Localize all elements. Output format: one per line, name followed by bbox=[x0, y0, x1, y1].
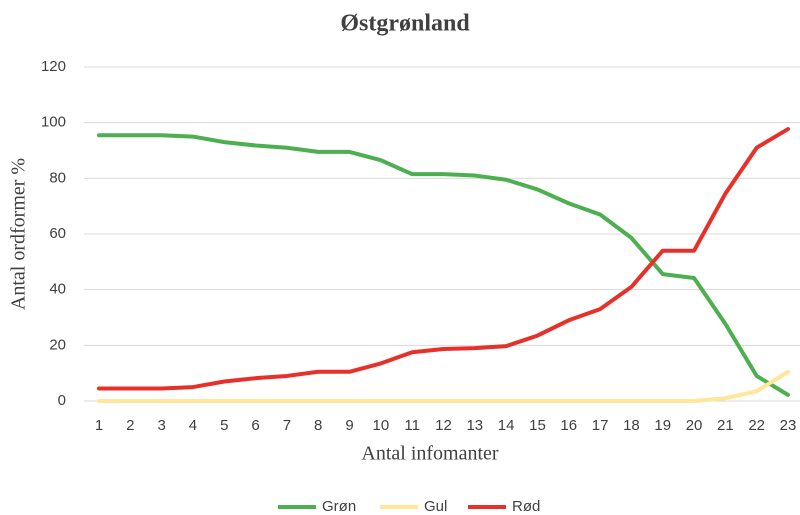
y-tick-label: 20 bbox=[49, 336, 66, 353]
x-tick-label: 11 bbox=[404, 417, 420, 434]
y-tick-label: 0 bbox=[58, 392, 66, 409]
y-tick-label: 80 bbox=[49, 169, 66, 186]
y-tick-label: 120 bbox=[41, 58, 66, 75]
x-tick-label: 6 bbox=[251, 417, 259, 434]
legend-label: Gul bbox=[424, 498, 447, 515]
x-tick-label: 21 bbox=[717, 417, 734, 434]
x-tick-label: 12 bbox=[435, 417, 452, 434]
y-tick-label: 40 bbox=[49, 281, 66, 298]
x-tick-label: 15 bbox=[529, 417, 546, 434]
x-tick-label: 14 bbox=[498, 417, 515, 434]
series-line bbox=[97, 369, 790, 403]
x-axis-label: Antal infomanter bbox=[361, 443, 499, 465]
x-tick-label: 22 bbox=[748, 417, 765, 434]
x-tick-label: 1 bbox=[95, 417, 103, 434]
x-tick-label: 16 bbox=[560, 417, 577, 434]
x-tick-label: 17 bbox=[592, 417, 609, 434]
chart-title: Østgrønland bbox=[340, 11, 470, 37]
x-tick-label: 20 bbox=[686, 417, 703, 434]
x-tick-label: 2 bbox=[126, 417, 134, 434]
y-axis-label: Antal ordformer % bbox=[8, 158, 30, 310]
x-tick-label: 3 bbox=[157, 417, 165, 434]
legend-label: Grøn bbox=[322, 498, 356, 515]
x-tick-label: 19 bbox=[654, 417, 671, 434]
x-tick-label: 10 bbox=[373, 417, 390, 434]
x-tick-label: 9 bbox=[345, 417, 353, 434]
x-tick-label: 13 bbox=[466, 417, 483, 434]
series-line bbox=[97, 133, 790, 397]
x-tick-label: 7 bbox=[283, 417, 291, 434]
x-tick-label: 18 bbox=[623, 417, 640, 434]
x-tick-label: 8 bbox=[314, 417, 322, 434]
x-tick-label: 4 bbox=[189, 417, 197, 434]
legend-label: Rød bbox=[512, 498, 540, 515]
x-tick-label: 23 bbox=[780, 417, 797, 434]
series-line bbox=[97, 127, 790, 391]
x-tick-label: 5 bbox=[220, 417, 228, 434]
y-tick-label: 100 bbox=[41, 114, 66, 131]
y-tick-label: 60 bbox=[49, 225, 66, 242]
